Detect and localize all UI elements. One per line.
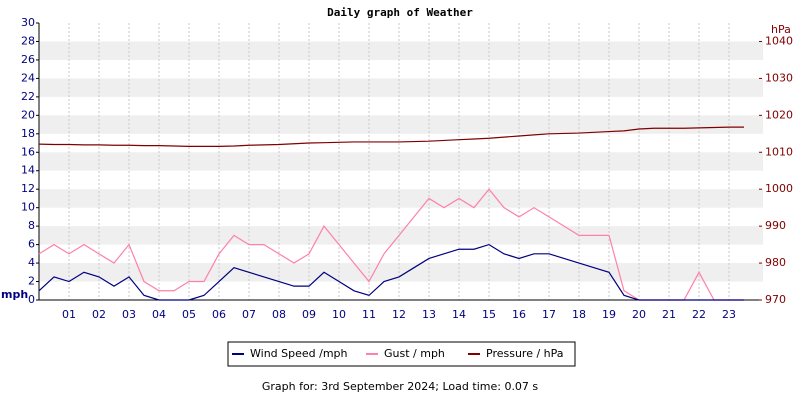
series-line xyxy=(38,188,744,301)
footer: Graph for: 3rd September 2024; Load time… xyxy=(262,380,539,393)
y-tick-label: 18 xyxy=(21,127,35,140)
grid-band xyxy=(39,41,763,60)
y2-tick-label: 1040 xyxy=(765,34,793,47)
grid-band xyxy=(39,263,763,282)
y2-tick-label: 1030 xyxy=(765,71,793,84)
y2-tick-label: 1000 xyxy=(765,182,793,195)
y-tick-label: 12 xyxy=(21,182,35,195)
x-tick-label: 17 xyxy=(542,308,556,321)
legend-label: Wind Speed /mph xyxy=(250,347,348,360)
x-tick-label: 05 xyxy=(182,308,196,321)
series-line xyxy=(38,243,744,301)
y2-axis-label: hPa xyxy=(771,23,791,36)
y-tick-label: 6 xyxy=(28,238,35,251)
x-tick-label: 10 xyxy=(332,308,346,321)
y-tick-label: 16 xyxy=(21,145,35,158)
y-axis-label: mph xyxy=(1,288,28,301)
x-tick-label: 02 xyxy=(92,308,106,321)
x-tick-label: 09 xyxy=(302,308,316,321)
y2-tick-label: 1020 xyxy=(765,108,793,121)
y-tick-label: 10 xyxy=(21,201,35,214)
grid-band xyxy=(39,78,763,97)
x-tick-label: 22 xyxy=(692,308,706,321)
y2-tick-label: 980 xyxy=(765,256,786,269)
y-tick-label: 14 xyxy=(21,164,35,177)
series-line xyxy=(38,126,744,147)
x-tick-label: 20 xyxy=(632,308,646,321)
x-tick-label: 06 xyxy=(212,308,226,321)
legend-label: Pressure / hPa xyxy=(486,347,564,360)
grid-band xyxy=(39,152,763,171)
grid-band xyxy=(39,189,763,208)
y-tick-label: 28 xyxy=(21,34,35,47)
x-tick-label: 01 xyxy=(62,308,76,321)
x-tick-label: 03 xyxy=(122,308,136,321)
x-tick-label: 04 xyxy=(152,308,166,321)
x-tick-label: 15 xyxy=(482,308,496,321)
x-tick-label: 23 xyxy=(722,308,736,321)
y2-tick-label: 970 xyxy=(765,293,786,306)
grid-band xyxy=(39,115,763,134)
y-tick-label: 30 xyxy=(21,16,35,29)
x-tick-label: 07 xyxy=(242,308,256,321)
y-tick-label: 20 xyxy=(21,108,35,121)
x-tick-label: 19 xyxy=(602,308,616,321)
legend-label: Gust / mph xyxy=(384,347,445,360)
x-tick-label: 08 xyxy=(272,308,286,321)
x-tick-label: 11 xyxy=(362,308,376,321)
legend: Wind Speed /mph Gust / mph Pressure / hPa xyxy=(227,341,576,367)
x-tick-label: 12 xyxy=(392,308,406,321)
y-tick-label: 4 xyxy=(28,256,35,269)
grid-band xyxy=(39,226,763,245)
legend-box xyxy=(227,341,576,367)
x-tick-label: 16 xyxy=(512,308,526,321)
y-tick-label: 0 xyxy=(28,293,35,306)
x-tick-label: 18 xyxy=(572,308,586,321)
chart-title: Daily graph of Weather xyxy=(327,6,473,19)
y-tick-label: 26 xyxy=(21,53,35,66)
y-tick-label: 24 xyxy=(21,71,35,84)
y-tick-label: 8 xyxy=(28,219,35,232)
y2-tick-label: 990 xyxy=(765,219,786,232)
x-tick-label: 21 xyxy=(662,308,676,321)
y-tick-label: 22 xyxy=(21,90,35,103)
y-tick-label: 2 xyxy=(28,275,35,288)
y2-tick-label: 1010 xyxy=(765,145,793,158)
x-tick-label: 13 xyxy=(422,308,436,321)
x-tick-label: 14 xyxy=(452,308,466,321)
